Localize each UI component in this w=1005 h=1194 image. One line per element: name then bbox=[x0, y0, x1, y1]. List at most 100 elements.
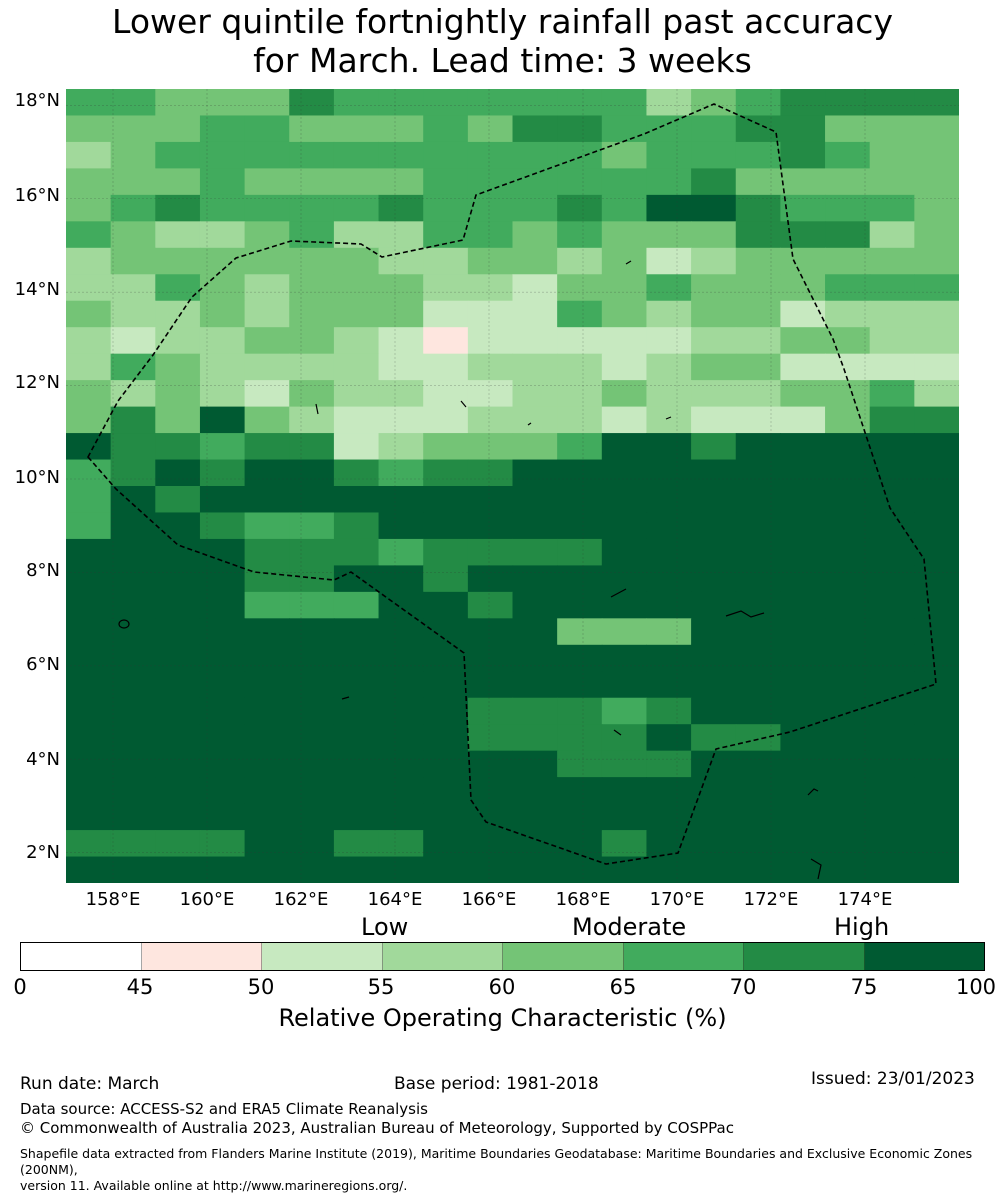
map-cell bbox=[914, 274, 959, 302]
map-cell bbox=[646, 380, 692, 408]
map-cell bbox=[423, 459, 469, 487]
map-cell bbox=[825, 141, 871, 169]
map-cell bbox=[601, 221, 648, 249]
map-cell bbox=[199, 644, 246, 672]
map-cell bbox=[378, 353, 424, 381]
map-cell bbox=[467, 618, 514, 646]
map-cell bbox=[289, 644, 335, 672]
map-cell bbox=[512, 565, 558, 593]
map-cell bbox=[914, 406, 959, 434]
map-cell bbox=[66, 141, 112, 169]
map-cell bbox=[333, 406, 380, 434]
map-cell bbox=[244, 777, 290, 805]
map-cell bbox=[423, 486, 469, 514]
map-cell bbox=[601, 671, 648, 699]
map-cell bbox=[601, 803, 648, 831]
map-cell bbox=[333, 327, 380, 355]
map-cell bbox=[601, 750, 648, 778]
map-cell bbox=[199, 89, 246, 117]
map-cell bbox=[735, 644, 781, 672]
map-cell bbox=[691, 830, 737, 858]
map-cell bbox=[289, 459, 335, 487]
colorbar-tick-70: 70 bbox=[729, 975, 757, 999]
map-cell bbox=[467, 406, 514, 434]
map-cell bbox=[378, 221, 424, 249]
map-cell bbox=[423, 856, 469, 883]
map-cell bbox=[601, 327, 648, 355]
map-cell bbox=[333, 300, 380, 328]
map-cell bbox=[155, 168, 201, 196]
map-cell bbox=[780, 380, 826, 408]
map-cell bbox=[333, 644, 380, 672]
map-cell bbox=[869, 247, 915, 275]
map-cell bbox=[735, 221, 781, 249]
map-cell bbox=[780, 486, 826, 514]
map-cell bbox=[869, 380, 915, 408]
map-cell bbox=[869, 141, 915, 169]
map-cell bbox=[557, 300, 603, 328]
map-cell bbox=[735, 565, 781, 593]
map-cell bbox=[869, 274, 915, 302]
map-cell bbox=[467, 115, 514, 143]
map-cell bbox=[512, 433, 558, 461]
map-cell bbox=[155, 141, 201, 169]
map-cell bbox=[155, 538, 201, 566]
colorbar-label: Relative Operating Characteristic (%) bbox=[278, 1004, 727, 1032]
map-cell bbox=[244, 565, 290, 593]
lon-label-172e: 172°E bbox=[743, 889, 799, 910]
map-cell bbox=[691, 168, 737, 196]
map-cell bbox=[780, 406, 826, 434]
colorbar-tick-45: 45 bbox=[126, 975, 154, 999]
map-cell bbox=[646, 512, 692, 540]
colorbar-category-moderate: Moderate bbox=[572, 913, 687, 941]
map-cell bbox=[199, 221, 246, 249]
map-cell bbox=[289, 115, 335, 143]
map-cell bbox=[467, 327, 514, 355]
map-cell bbox=[512, 750, 558, 778]
map-cell bbox=[244, 803, 290, 831]
map-cell bbox=[601, 618, 648, 646]
map-cell bbox=[914, 353, 959, 381]
map-cell bbox=[378, 565, 424, 593]
lat-label-2n: 2°N bbox=[26, 842, 60, 863]
map-cell bbox=[557, 274, 603, 302]
map-cell bbox=[691, 671, 737, 699]
map-cell bbox=[467, 830, 514, 858]
map-cell bbox=[869, 353, 915, 381]
map-cell bbox=[66, 168, 112, 196]
map-cell bbox=[378, 300, 424, 328]
map-cell bbox=[646, 618, 692, 646]
map-cell bbox=[869, 644, 915, 672]
map-cell bbox=[557, 89, 603, 117]
map-cell bbox=[66, 618, 112, 646]
map-cell bbox=[110, 115, 156, 143]
issued-date: Issued: 23/01/2023 bbox=[811, 1069, 975, 1089]
map-cell bbox=[601, 406, 648, 434]
map-cell bbox=[66, 247, 112, 275]
map-cell bbox=[423, 300, 469, 328]
map-cell bbox=[333, 168, 380, 196]
colorbar-segment bbox=[382, 943, 503, 970]
map-cell bbox=[914, 89, 959, 117]
map-cell bbox=[244, 538, 290, 566]
map-cell bbox=[467, 486, 514, 514]
map-cell bbox=[423, 327, 469, 355]
map-cell bbox=[467, 141, 514, 169]
map-cell bbox=[557, 221, 603, 249]
map-cell bbox=[423, 433, 469, 461]
map-cell bbox=[691, 459, 737, 487]
map-cell bbox=[333, 194, 380, 222]
map-cell bbox=[601, 247, 648, 275]
map-cell bbox=[378, 618, 424, 646]
map-cell bbox=[289, 803, 335, 831]
map-cell bbox=[155, 671, 201, 699]
map-cell bbox=[825, 724, 871, 752]
map-cell bbox=[110, 750, 156, 778]
map-cell bbox=[914, 194, 959, 222]
map-cell bbox=[735, 459, 781, 487]
map-cell bbox=[601, 433, 648, 461]
map-cell bbox=[780, 327, 826, 355]
map-cell bbox=[869, 750, 915, 778]
map-cell bbox=[199, 459, 246, 487]
map-cell bbox=[199, 538, 246, 566]
